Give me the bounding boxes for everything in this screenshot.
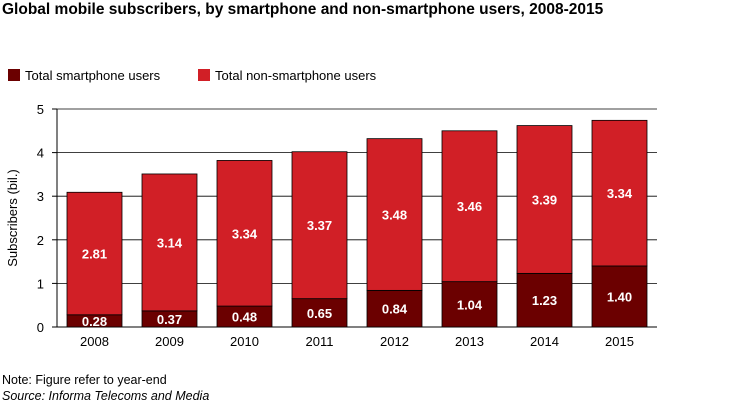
legend-swatch-smartphone xyxy=(8,69,20,81)
x-tick-label: 2010 xyxy=(230,334,259,349)
bar-smartphone xyxy=(366,289,423,328)
chart-title: Global mobile subscribers, by smartphone… xyxy=(2,1,604,18)
y-tick-label: 5 xyxy=(37,102,44,117)
legend-label-non-smartphone: Total non-smartphone users xyxy=(215,68,377,83)
data-label-non-smartphone: 3.14 xyxy=(157,235,183,250)
bar-non-smartphone xyxy=(66,191,123,316)
bar-smartphone xyxy=(516,272,573,328)
data-label-non-smartphone: 3.48 xyxy=(382,208,407,223)
data-label-smartphone: 1.04 xyxy=(457,297,483,312)
chart-source: Source: Informa Telecoms and Media xyxy=(2,389,210,403)
x-tick-label: 2011 xyxy=(306,334,334,349)
data-label-smartphone: 1.23 xyxy=(532,293,557,308)
data-label-non-smartphone: 3.34 xyxy=(232,226,258,241)
y-axis-label: Subscribers (bil.) xyxy=(5,169,20,267)
x-tick-label: 2015 xyxy=(605,334,634,349)
data-label-smartphone: 0.48 xyxy=(232,310,257,325)
bar-non-smartphone xyxy=(441,130,498,283)
bar-smartphone xyxy=(591,265,648,328)
x-tick-label: 2013 xyxy=(455,334,484,349)
legend-label-smartphone: Total smartphone users xyxy=(25,68,161,83)
bar-smartphone xyxy=(291,298,348,328)
data-label-non-smartphone: 3.34 xyxy=(607,186,633,201)
x-tick-label: 2008 xyxy=(80,334,109,349)
y-tick-label: 1 xyxy=(37,276,44,291)
data-label-non-smartphone: 3.37 xyxy=(307,218,332,233)
y-tick-label: 2 xyxy=(37,233,44,248)
bar-non-smartphone xyxy=(291,151,348,300)
data-label-non-smartphone: 3.46 xyxy=(457,199,482,214)
chart-note: Note: Figure refer to year-end xyxy=(2,373,167,387)
y-tick-label: 4 xyxy=(37,146,44,161)
x-tick-label: 2012 xyxy=(380,334,409,349)
bar-non-smartphone xyxy=(141,173,198,312)
bar-non-smartphone xyxy=(366,138,423,291)
data-label-smartphone: 0.65 xyxy=(307,306,332,321)
bar-non-smartphone xyxy=(216,160,273,307)
y-tick-label: 3 xyxy=(37,189,44,204)
x-tick-label: 2014 xyxy=(530,334,559,349)
bar-smartphone xyxy=(441,281,498,328)
legend-swatch-non-smartphone xyxy=(198,69,210,81)
data-label-non-smartphone: 3.39 xyxy=(532,192,557,207)
data-label-smartphone: 1.40 xyxy=(607,289,632,304)
data-label-smartphone: 0.37 xyxy=(157,312,182,327)
bar-non-smartphone xyxy=(516,125,573,274)
x-tick-label: 2009 xyxy=(155,334,184,349)
bar-non-smartphone xyxy=(591,119,648,267)
data-label-non-smartphone: 2.81 xyxy=(82,247,107,262)
data-label-smartphone: 0.84 xyxy=(382,302,408,317)
data-label-smartphone: 0.28 xyxy=(82,314,107,329)
y-tick-label: 0 xyxy=(37,320,44,335)
